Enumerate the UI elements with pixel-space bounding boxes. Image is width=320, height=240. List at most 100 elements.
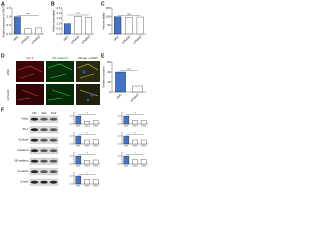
x-tick-label: siNC: [76, 146, 81, 148]
blot-band: [30, 117, 39, 121]
x-tick-label: siTw2: [93, 186, 99, 188]
y-tick-label: 1.0: [6, 14, 11, 18]
x-tick-label: siTwist2: [132, 34, 143, 45]
y-tick-label: 1.0: [118, 136, 122, 138]
x-tick-label: siNC: [76, 166, 81, 168]
significance: ***: [86, 153, 89, 155]
western-blot: NC Tw1 Tw2 Twist1 ZO-1 Occludin Claudin-5 VE-ca…: [14, 111, 59, 186]
bar: [115, 71, 126, 93]
panel-letter: F: [1, 107, 4, 113]
column-label: VE-cadherin: [52, 56, 69, 60]
y-tick-label: 20: [107, 80, 111, 84]
blot-band: [49, 159, 58, 163]
blot-band: [40, 149, 48, 153]
blot-band: [40, 117, 48, 121]
blot-band: [30, 128, 39, 132]
significance: ns: [127, 12, 131, 16]
x-tick-label: siTw1: [84, 166, 90, 168]
blot-label: β-actin: [21, 180, 29, 184]
y-tick-label: 0: [109, 32, 111, 36]
bar: [123, 115, 130, 125]
y-tick-label: 0.5: [56, 27, 61, 31]
bar: [84, 121, 90, 125]
x-tick-label: siTw1: [84, 186, 90, 188]
x-tick-label: siTw2: [93, 166, 99, 168]
x-tick-label: siTw1: [84, 146, 90, 148]
y-tick-label: 2.0: [56, 11, 61, 15]
bar: [92, 139, 99, 145]
bar: [63, 23, 71, 35]
significance: ***: [86, 133, 89, 135]
blot-band: [40, 159, 48, 163]
bar: [84, 139, 90, 145]
bar: [132, 159, 138, 165]
bar: [75, 135, 82, 145]
y-tick-label: 50: [107, 23, 111, 27]
blot-band: [49, 170, 58, 174]
y-tick-label: 0: [109, 90, 111, 94]
bar: [125, 17, 133, 35]
blot-band: [49, 128, 58, 132]
y-tick-label: 0.0: [118, 164, 122, 166]
x-tick-label: siTwist1: [70, 34, 81, 45]
blot-band: [49, 117, 58, 121]
bar: [92, 179, 99, 185]
lane-label: Tw2: [51, 111, 57, 115]
blot-band: [30, 159, 39, 163]
y-axis-label: Relative permeability: [53, 9, 56, 32]
y-tick-label: 1.0: [70, 156, 74, 158]
y-tick-label: 0.0: [70, 124, 74, 126]
panel-letter: B: [51, 1, 55, 7]
blot-band: [30, 138, 39, 142]
row-label: siNC: [6, 68, 10, 75]
bar: [123, 135, 130, 145]
bar: [24, 28, 32, 35]
y-tick-label: 60: [107, 60, 111, 64]
blot-band: [30, 180, 39, 184]
blot-band: [40, 128, 48, 132]
x-tick-label: siTw2: [141, 146, 147, 148]
significance: ***: [127, 67, 131, 71]
bar: [92, 159, 99, 165]
x-tick-label: siTwist1: [129, 92, 140, 103]
y-tick-label: 0.5: [6, 23, 11, 27]
blot-band: [30, 170, 39, 174]
x-tick-label: siTw1: [132, 126, 138, 128]
significance: **: [134, 153, 136, 155]
micrographs: [16, 61, 100, 105]
bar: [85, 17, 93, 35]
bar: [114, 16, 122, 35]
panel-letter: C: [101, 1, 105, 7]
lane-label: NC: [32, 111, 37, 115]
bar: [13, 16, 21, 35]
y-axis-label: Percent viability: [103, 12, 106, 30]
bar: [35, 27, 43, 35]
blot-band: [40, 138, 48, 142]
y-tick-label: 150: [106, 6, 111, 10]
x-tick-label: siNC: [115, 92, 123, 100]
bar: [74, 16, 82, 35]
bar: [123, 155, 130, 165]
bar: [140, 120, 147, 125]
x-tick-label: siNC: [62, 34, 70, 42]
x-tick-label: siTw1: [132, 166, 138, 168]
y-tick-label: 100: [106, 14, 111, 18]
x-tick-label: siTw2: [141, 166, 147, 168]
blot-label: ZO-1: [23, 127, 29, 131]
blot-band: [49, 180, 58, 184]
y-axis-label: Number of junctions: [103, 66, 106, 88]
x-tick-label: siTwist1: [20, 34, 31, 45]
significance: ***: [134, 113, 137, 115]
panel-letter: D: [1, 53, 5, 59]
blot-band: [30, 149, 39, 153]
x-tick-label: siNC: [113, 34, 121, 42]
bar: [140, 159, 147, 165]
column-label: Merge + DAPI: [79, 56, 98, 60]
y-tick-label: 0.0: [70, 184, 74, 186]
lane-label: Tw1: [41, 111, 47, 115]
x-tick-label: siNC: [12, 34, 20, 42]
bar: [136, 16, 144, 35]
bar: [140, 139, 147, 145]
x-tick-label: siTw1: [84, 126, 90, 128]
y-tick-label: 0.0: [70, 164, 74, 166]
